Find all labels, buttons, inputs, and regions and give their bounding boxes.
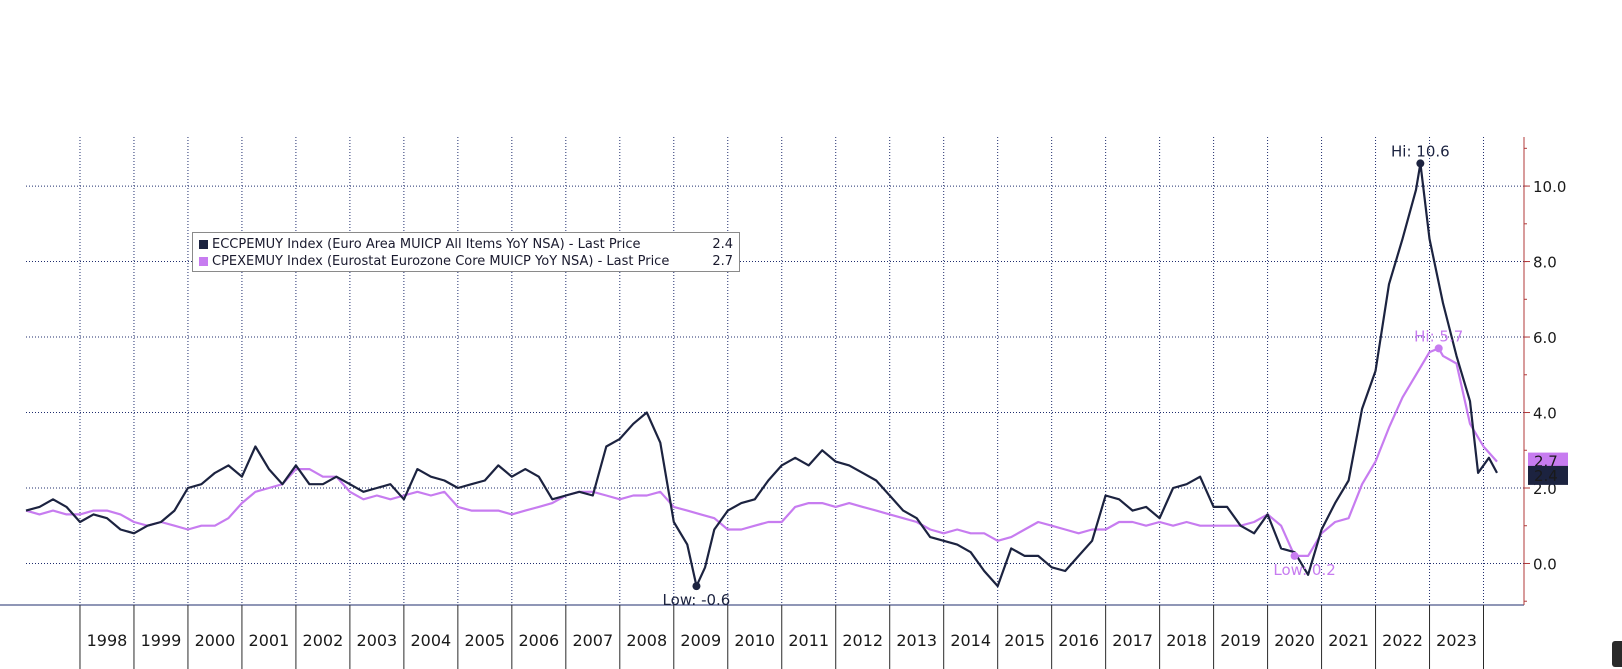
legend-label-headline: ECCPEMUY Index (Euro Area MUICP All Item… bbox=[212, 237, 641, 252]
x-tick-label: 1999 bbox=[141, 631, 182, 650]
headline-last-price-tag-bg bbox=[1528, 465, 1568, 485]
last-price-tags: 2.7 2.4 bbox=[1528, 452, 1568, 485]
x-tick-label: 2006 bbox=[518, 631, 559, 650]
x-tick-label: 2007 bbox=[572, 631, 613, 650]
core-high-marker bbox=[1434, 344, 1443, 353]
y-tick-label: 0.0 bbox=[1533, 555, 1557, 573]
x-tick-label: 2014 bbox=[950, 631, 991, 650]
x-tick-label: 2005 bbox=[464, 631, 505, 650]
headline-last-price-tag: 2.4 bbox=[1534, 467, 1558, 485]
core-high-annotation: Hi: 5.7 bbox=[1414, 327, 1463, 345]
x-tick-label: 2009 bbox=[680, 631, 721, 650]
x-tick-label: 2020 bbox=[1274, 631, 1315, 650]
headline-low-annotation: Low: -0.6 bbox=[663, 591, 731, 609]
core-last-price-tag-bg bbox=[1528, 452, 1568, 470]
legend-label-core: CPEXEMUY Index (Eurostat Eurozone Core M… bbox=[212, 254, 670, 269]
x-tick-label: 2008 bbox=[626, 631, 667, 650]
y-axis-ticks: 0.02.04.06.08.010.0 bbox=[1524, 147, 1566, 602]
core-low-annotation: Low: 0.2 bbox=[1273, 561, 1335, 579]
x-tick-label: 2004 bbox=[411, 631, 452, 650]
extreme-markers bbox=[692, 159, 1443, 591]
y-tick-label: 6.0 bbox=[1533, 329, 1557, 347]
x-tick-label: 2016 bbox=[1058, 631, 1099, 650]
x-tick-label: 2017 bbox=[1112, 631, 1153, 650]
x-tick-label: 2003 bbox=[357, 631, 398, 650]
headline-high-marker bbox=[1416, 159, 1425, 168]
x-tick-label: 2019 bbox=[1220, 631, 1261, 650]
x-tick-label: 2000 bbox=[195, 631, 236, 650]
y-tick-label: 8.0 bbox=[1533, 254, 1557, 272]
x-tick-label: 2002 bbox=[303, 631, 344, 650]
legend-value-core: 2.7 bbox=[712, 254, 733, 269]
x-tick-label: 2010 bbox=[734, 631, 775, 650]
x-tick-label: 2023 bbox=[1436, 631, 1477, 650]
legend-item-core: CPEXEMUY Index (Eurostat Eurozone Core M… bbox=[199, 253, 733, 270]
x-tick-label: 2022 bbox=[1382, 631, 1423, 650]
x-tick-label: 2015 bbox=[1004, 631, 1045, 650]
legend-item-headline: ECCPEMUY Index (Euro Area MUICP All Item… bbox=[199, 236, 733, 253]
chart-legend: ECCPEMUY Index (Euro Area MUICP All Item… bbox=[192, 232, 740, 272]
corner-scroll-handle[interactable] bbox=[1612, 641, 1622, 667]
core-series-line bbox=[25, 347, 1498, 558]
x-tick-label: 2018 bbox=[1166, 631, 1207, 650]
core-low-marker bbox=[1290, 551, 1299, 560]
series-lines bbox=[25, 162, 1498, 588]
legend-swatch-core bbox=[199, 257, 208, 266]
x-tick-label: 2001 bbox=[249, 631, 290, 650]
x-tick-label: 2011 bbox=[788, 631, 829, 650]
x-tick-label: 2012 bbox=[842, 631, 883, 650]
legend-swatch-headline bbox=[199, 240, 208, 249]
y-tick-label: 4.0 bbox=[1533, 405, 1557, 423]
headline-high-annotation: Hi: 10.6 bbox=[1391, 142, 1450, 160]
legend-value-headline: 2.4 bbox=[712, 237, 733, 252]
x-tick-label: 1998 bbox=[87, 631, 128, 650]
x-tick-label: 2021 bbox=[1328, 631, 1369, 650]
headline-low-marker bbox=[692, 582, 701, 591]
headline-series-line bbox=[25, 162, 1498, 588]
x-tick-label: 2013 bbox=[896, 631, 937, 650]
gridlines bbox=[26, 137, 1524, 605]
annotations: Hi: 10.6 Low: -0.6 Hi: 5.7 Low: 0.2 bbox=[663, 142, 1464, 609]
y-tick-label: 10.0 bbox=[1533, 178, 1566, 196]
x-axis-ticks: 1998 1999 2000 2001 2002 2003 2004 2005 2006 2007… bbox=[79, 605, 1485, 669]
